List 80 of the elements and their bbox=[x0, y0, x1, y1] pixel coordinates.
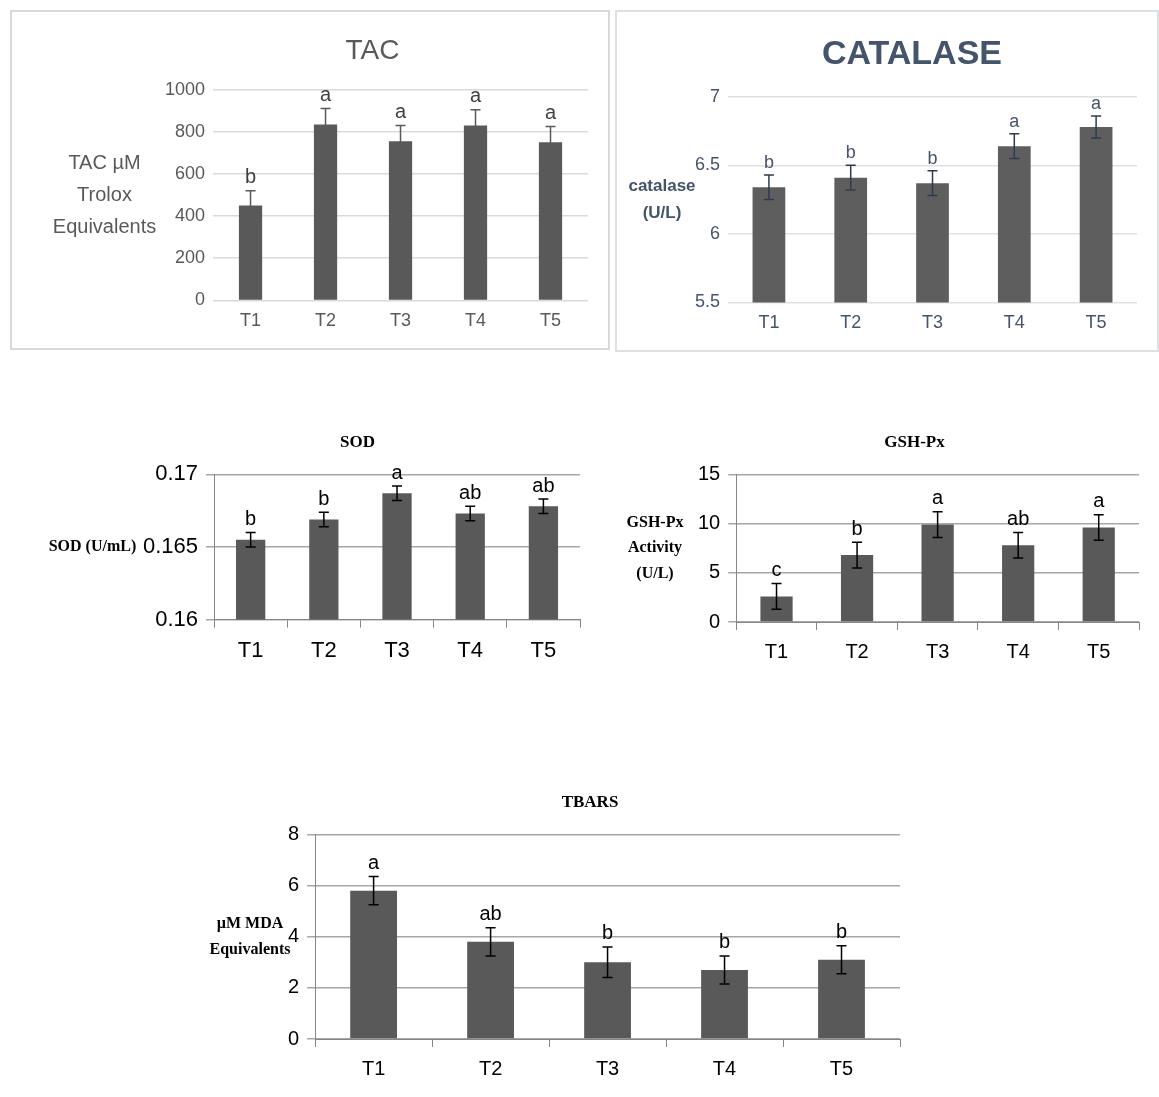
chart-title: TBARS bbox=[561, 791, 619, 811]
annotation: ab bbox=[459, 480, 482, 503]
y-tick-label: 0 bbox=[288, 1026, 300, 1049]
x-tick-label: T3 bbox=[922, 312, 944, 333]
annotation: b bbox=[927, 147, 938, 168]
y-tick-label: 10 bbox=[698, 511, 721, 534]
annotation: a bbox=[544, 101, 557, 124]
annotation: b bbox=[845, 142, 856, 163]
x-tick-label: T1 bbox=[240, 310, 262, 331]
annotation: a bbox=[1093, 489, 1106, 512]
annotation: b bbox=[602, 921, 614, 944]
annotation: a bbox=[932, 486, 945, 509]
y-tick-label: 2 bbox=[288, 975, 300, 998]
y-tick-label: 800 bbox=[175, 120, 206, 141]
y-tick-label: 15 bbox=[698, 461, 721, 484]
chart-title: SOD bbox=[340, 431, 375, 451]
y-tick-label: 600 bbox=[175, 162, 206, 183]
y-tick-label: 0.16 bbox=[155, 605, 199, 631]
annotation: a bbox=[1091, 92, 1103, 113]
annotation: b bbox=[245, 507, 257, 529]
y-tick-label: 0 bbox=[709, 609, 721, 632]
annotation: ab bbox=[479, 902, 502, 925]
annotation: c bbox=[771, 558, 782, 581]
annotation: a bbox=[394, 99, 407, 122]
x-tick-label: T3 bbox=[384, 636, 410, 662]
x-tick-label: T1 bbox=[237, 636, 264, 662]
x-tick-label: T3 bbox=[390, 310, 412, 331]
y-tick-label: 6 bbox=[288, 873, 300, 896]
x-tick-label: T2 bbox=[315, 310, 337, 331]
y-tick-label: 0.165 bbox=[142, 533, 199, 559]
x-tick-label: T5 bbox=[530, 636, 557, 662]
y-tick-label: 200 bbox=[175, 247, 206, 268]
x-tick-label: T5 bbox=[540, 310, 562, 331]
x-tick-label: T5 bbox=[829, 1056, 854, 1079]
y-tick-label: 0 bbox=[195, 289, 206, 310]
annotation: a bbox=[469, 84, 482, 107]
annotation: b bbox=[244, 165, 257, 188]
x-tick-label: T4 bbox=[712, 1056, 737, 1079]
x-tick-label: T3 bbox=[595, 1056, 620, 1079]
chart-title: CATALASE bbox=[821, 32, 1003, 71]
y-axis-title: GSH-Px Activity (U/L) bbox=[626, 512, 684, 582]
annotation: b bbox=[763, 151, 774, 172]
x-tick-label: T2 bbox=[840, 312, 862, 333]
annotation: ab bbox=[532, 473, 555, 496]
x-tick-label: T4 bbox=[1006, 639, 1030, 662]
x-tick-label: T4 bbox=[465, 310, 487, 331]
y-axis-title: SOD (U/mL) bbox=[48, 537, 137, 556]
y-tick-label: 1000 bbox=[165, 78, 206, 99]
annotation: b bbox=[318, 486, 330, 509]
y-tick-label: 5.5 bbox=[694, 291, 721, 312]
x-tick-label: T5 bbox=[1087, 639, 1111, 662]
x-tick-label: T2 bbox=[478, 1056, 503, 1079]
x-tick-label: T5 bbox=[1085, 312, 1107, 333]
chart-title: TAC bbox=[345, 33, 400, 65]
y-tick-label: 6 bbox=[710, 222, 721, 243]
annotation: a bbox=[319, 83, 332, 106]
annotation: b bbox=[718, 930, 731, 953]
annotation: a bbox=[391, 460, 404, 483]
y-tick-label: 5 bbox=[709, 560, 721, 583]
x-tick-label: T4 bbox=[457, 636, 484, 662]
y-tick-label: 6.5 bbox=[694, 154, 721, 175]
y-tick-label: 7 bbox=[710, 85, 721, 106]
y-axis-title: catalase (U/L) bbox=[628, 175, 696, 222]
x-tick-label: T1 bbox=[361, 1056, 386, 1079]
annotation: ab bbox=[1007, 506, 1030, 529]
y-tick-label: 8 bbox=[288, 821, 300, 844]
annotation: b bbox=[835, 920, 848, 943]
x-tick-label: T3 bbox=[925, 639, 950, 662]
x-tick-label: T2 bbox=[310, 636, 337, 662]
x-tick-label: T4 bbox=[1003, 312, 1025, 333]
chart-title: GSH-Px bbox=[884, 431, 946, 451]
x-tick-label: T2 bbox=[845, 639, 869, 662]
annotation: a bbox=[1009, 110, 1021, 131]
annotation: b bbox=[851, 516, 863, 539]
annotation: a bbox=[368, 851, 381, 874]
y-tick-label: 0.17 bbox=[155, 460, 199, 486]
y-tick-label: 400 bbox=[175, 205, 206, 226]
x-tick-label: T1 bbox=[758, 312, 780, 333]
x-tick-label: T1 bbox=[764, 639, 789, 662]
y-axis-title: TAC µM Trolox Equivalents bbox=[52, 150, 157, 237]
